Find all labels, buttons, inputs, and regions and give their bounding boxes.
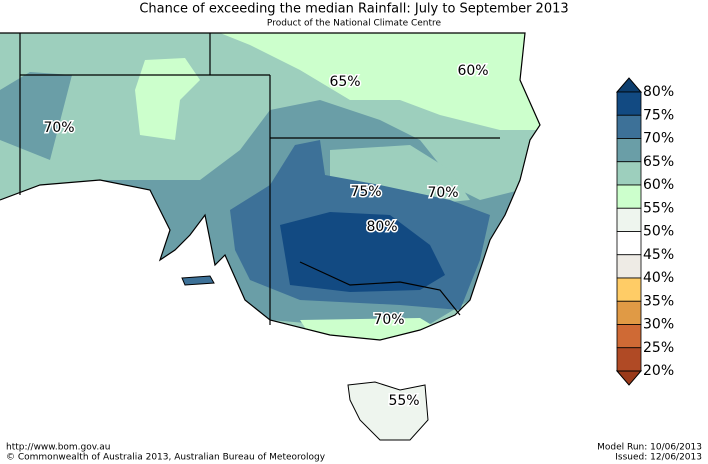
- legend-swatch: [616, 161, 642, 186]
- legend-swatch: [616, 300, 642, 325]
- legend-label: 45%: [643, 247, 674, 263]
- footer-url: http://www.bom.gov.au: [6, 443, 110, 453]
- coastline: [0, 32, 541, 341]
- map: [0, 32, 541, 441]
- legend-label: 70%: [643, 131, 674, 147]
- title: Chance of exceeding the median Rainfall:…: [139, 2, 568, 17]
- legend-arrow: [615, 370, 643, 386]
- state-borders: [19, 33, 500, 325]
- legend-label: 65%: [643, 154, 674, 170]
- region-70: [0, 72, 72, 160]
- legend-swatch: [616, 184, 642, 209]
- legend-label: 30%: [643, 317, 674, 333]
- map-label: 65%: [329, 74, 360, 90]
- map-label: 75%: [350, 184, 381, 200]
- map-label: 55%: [388, 393, 419, 409]
- legend-swatch: [616, 114, 642, 139]
- legend-label: 75%: [643, 107, 674, 123]
- map-label: 70%: [427, 185, 458, 201]
- legend-label: 50%: [643, 224, 674, 240]
- map-label: 80%: [366, 219, 397, 235]
- subtitle: Product of the National Climate Centre: [267, 19, 442, 29]
- legend-arrow: [615, 77, 643, 93]
- map-label: 70%: [373, 312, 404, 328]
- map-label: 70%: [43, 120, 74, 136]
- legend-swatch: [616, 138, 642, 163]
- legend-swatch: [616, 347, 642, 372]
- legend-label: 20%: [643, 363, 674, 379]
- legend-swatch: [616, 324, 642, 349]
- map-labels: 65% 60% 70% 75% 70% 80% 70% 55%: [42, 62, 490, 411]
- legend-label: 60%: [643, 177, 674, 193]
- legend-label: 55%: [643, 200, 674, 216]
- legend: 80% 75% 70% 65% 60% 55% 50% 45% 40% 35% 30% 25% 20%: [615, 77, 674, 386]
- legend-label: 35%: [643, 293, 674, 309]
- legend-swatch: [616, 277, 642, 302]
- legend-swatch: [616, 231, 642, 256]
- legend-swatch: [616, 91, 642, 116]
- island: [181, 275, 215, 286]
- model-run: Model Run: 10/06/2013: [597, 443, 702, 453]
- legend-swatch: [616, 254, 642, 279]
- map-label: 60%: [457, 63, 488, 79]
- issued: Issued: 12/06/2013: [615, 453, 702, 463]
- region-60: [135, 58, 200, 140]
- region-60: [220, 33, 540, 130]
- legend-swatch: [616, 207, 642, 232]
- footer-copyright: © Commonwealth of Australia 2013, Austra…: [6, 453, 326, 463]
- legend-label: 25%: [643, 340, 674, 356]
- region-60: [300, 318, 440, 340]
- tasmania: [347, 381, 429, 441]
- legend-label: 80%: [643, 84, 674, 100]
- legend-label: 40%: [643, 270, 674, 286]
